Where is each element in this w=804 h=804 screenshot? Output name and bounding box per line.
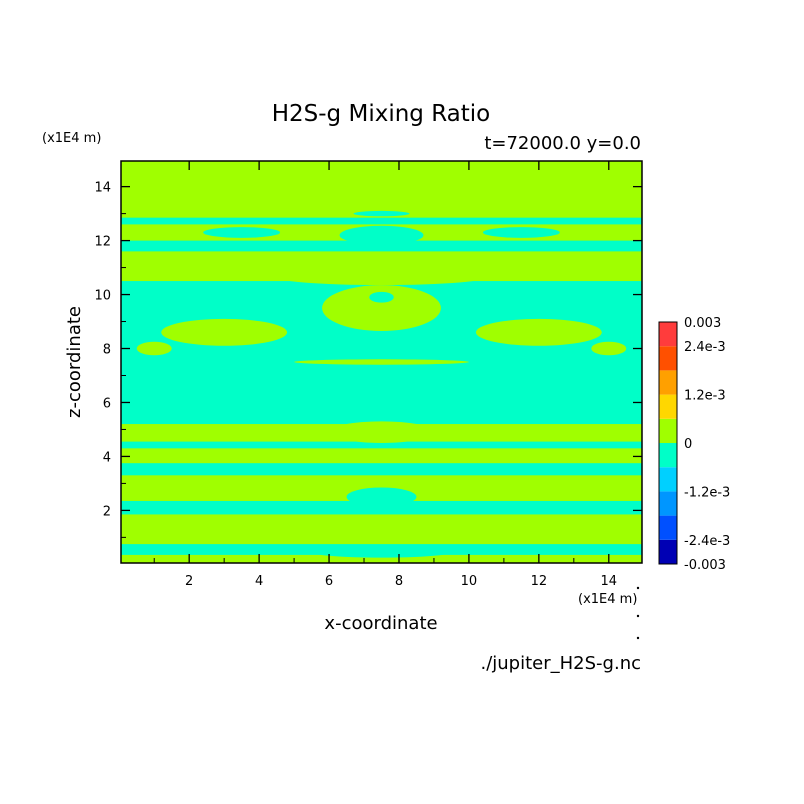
colorbar-swatch-9 xyxy=(659,322,677,347)
x-tick-label-4: 4 xyxy=(255,574,263,589)
colorbar xyxy=(658,321,678,565)
field-feature-pos-10 xyxy=(538,523,609,541)
x-tick-label-12: 12 xyxy=(531,574,548,589)
y-tick-label-14: 14 xyxy=(94,181,111,196)
colorbar-swatch-3 xyxy=(659,467,677,492)
field-feature-neg-0 xyxy=(346,487,417,507)
colorbar-labels: 0.003 2.4e-3 1.2e-3 0 -1.2e-3 -2.4e-3 -0.003 xyxy=(684,316,730,573)
x-tick-label-14: 14 xyxy=(601,574,618,589)
y-axis-ticks: 2 4 6 8 10 12 14 xyxy=(94,181,642,538)
x-tick-label-6: 6 xyxy=(325,574,333,589)
colorbar-swatch-0 xyxy=(659,539,677,564)
colorbar-frame xyxy=(658,321,678,565)
y-tick-label-4: 4 xyxy=(103,450,111,465)
field-feature-neg-4 xyxy=(203,227,281,238)
x-tick-label-10: 10 xyxy=(461,574,478,589)
plot-area xyxy=(121,161,642,563)
colorbar-label-6: -0.003 xyxy=(684,558,726,573)
field-feature-pos-8 xyxy=(350,519,413,539)
field-feature-neg-1 xyxy=(121,391,642,403)
x-tick-label-2: 2 xyxy=(185,574,193,589)
field-feature-neg-5 xyxy=(482,227,560,238)
colorbar-label-3: 0 xyxy=(684,437,692,452)
field-feature-neg-2 xyxy=(369,291,394,303)
colorbar-label-0: 0.003 xyxy=(684,316,721,331)
field-feature-pos-7 xyxy=(294,359,469,365)
field-feature-neg-3 xyxy=(339,225,424,245)
x-axis-ticks: 2 4 6 8 10 12 14 xyxy=(153,161,618,589)
field-feature-neg-6 xyxy=(353,210,410,217)
field-feature-pos-0 xyxy=(329,421,434,443)
plot-frame xyxy=(120,160,643,564)
y-tick-label-10: 10 xyxy=(94,289,111,304)
field-band-6 xyxy=(121,217,642,225)
colorbar-label-4: -1.2e-3 xyxy=(684,485,730,500)
colorbar-label-2: 1.2e-3 xyxy=(684,389,726,404)
y-tick-label-8: 8 xyxy=(103,343,111,358)
y-tick-label-6: 6 xyxy=(103,396,111,411)
field-band-1 xyxy=(121,500,642,515)
source-file-label: ./jupiter_H2S-g.nc xyxy=(480,653,641,674)
chart-subtitle: t=72000.0 y=0.0 xyxy=(484,133,641,154)
colorbar-label-5: -2.4e-3 xyxy=(684,534,730,549)
colorbar-swatch-6 xyxy=(659,394,677,419)
x-axis-label: x-coordinate xyxy=(324,613,437,634)
colorbar-swatch-4 xyxy=(659,443,677,468)
y-axis-label: z-coordinate xyxy=(64,306,85,418)
field-band-2 xyxy=(121,463,642,476)
unit-marker-dots xyxy=(636,586,640,640)
field-band-5 xyxy=(121,240,642,252)
x-unit-label: (x1E4 m) xyxy=(578,592,637,607)
field-feature-pos-3 xyxy=(161,318,288,346)
field-feature-pos-5 xyxy=(136,341,172,356)
y-unit-label: (x1E4 m) xyxy=(42,131,101,146)
field-feature-pos-4 xyxy=(475,318,602,346)
colorbar-swatch-7 xyxy=(659,370,677,395)
colorbar-label-1: 2.4e-3 xyxy=(684,340,726,355)
colorbar-swatch-5 xyxy=(659,418,677,443)
y-tick-label-12: 12 xyxy=(94,235,111,250)
field-feature-pos-1 xyxy=(322,285,441,331)
field-feature-pos-6 xyxy=(591,341,627,356)
chart-title: H2S-g Mixing Ratio xyxy=(272,101,491,127)
y-tick-label-2: 2 xyxy=(103,504,111,519)
field-feature-pos-9 xyxy=(154,523,225,541)
colorbar-swatch-8 xyxy=(659,346,677,371)
field-feature-neg-7 xyxy=(311,546,452,558)
x-tick-label-8: 8 xyxy=(395,574,403,589)
field-band-3 xyxy=(121,441,642,449)
field-feature-pos-2 xyxy=(269,266,494,286)
colorbar-swatch-2 xyxy=(659,491,677,516)
colorbar-swatch-1 xyxy=(659,515,677,540)
